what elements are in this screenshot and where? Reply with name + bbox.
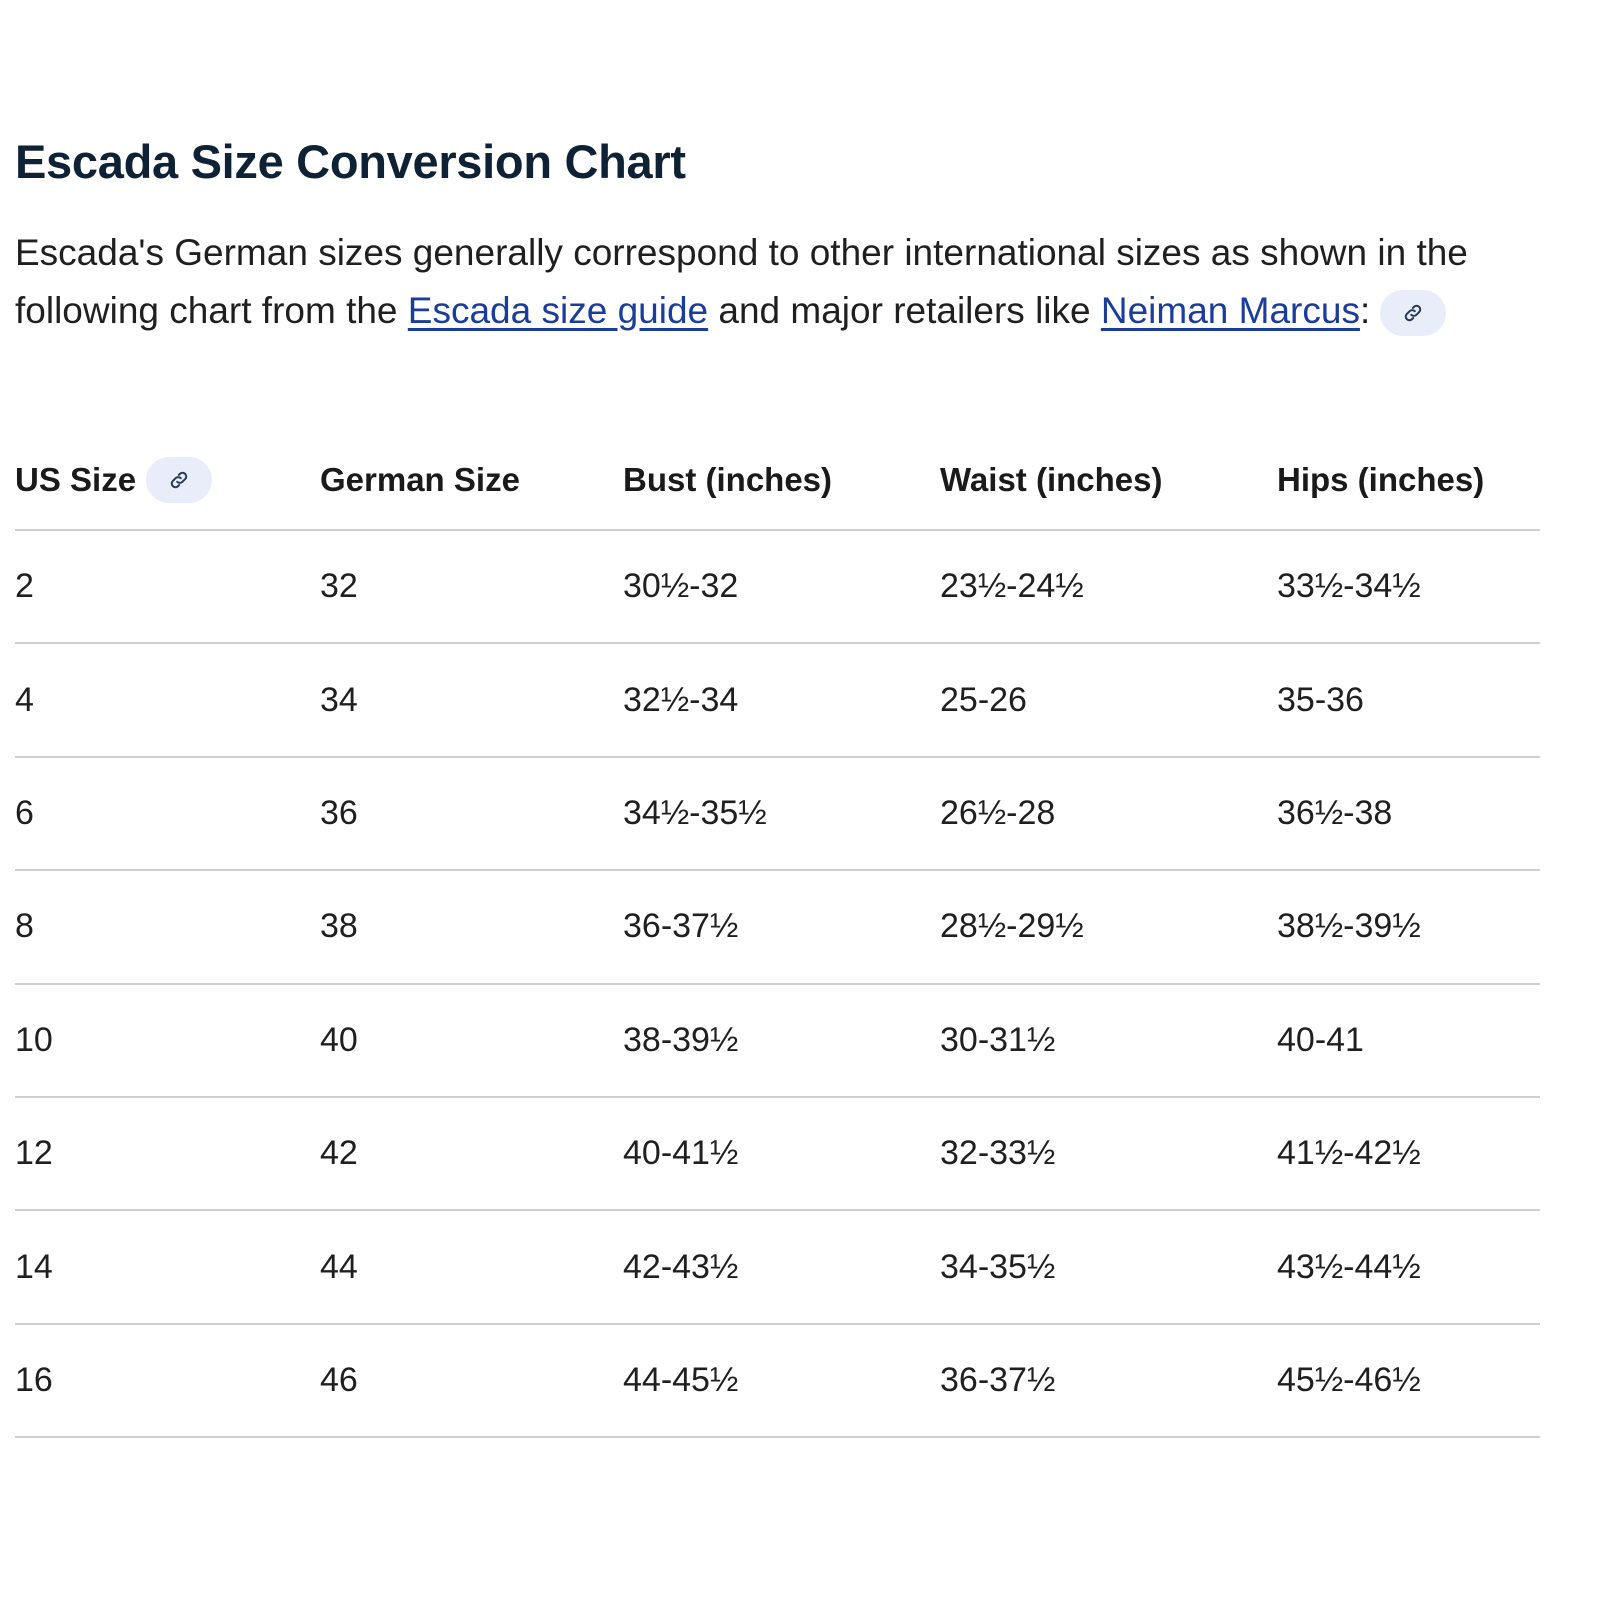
- table-cell: 44-45½: [623, 1360, 739, 1399]
- table-row: 8 38 36-37½ 28½-29½ 38½-39½: [15, 871, 1540, 985]
- table-cell: 41½-42½: [1277, 1134, 1421, 1173]
- title: Escada Size Conversion Chart: [15, 135, 686, 188]
- table-row: 2 32 30½-32 23½-24½ 33½-34½: [15, 531, 1540, 645]
- table-cell: 40-41: [1277, 1020, 1364, 1059]
- table-cell: 34: [320, 680, 358, 719]
- source-chip[interactable]: [1380, 290, 1447, 337]
- table-cell: 36½-38: [1277, 793, 1393, 832]
- table-cell: 34½-35½: [623, 793, 767, 832]
- table-cell: 32-33½: [940, 1134, 1056, 1173]
- table-cell: 40: [320, 1020, 358, 1059]
- header-text: Bust (inches): [623, 460, 833, 498]
- link-icon: [1405, 305, 1422, 322]
- source-chip[interactable]: [146, 456, 213, 503]
- column-header: Hips (inches): [1277, 430, 1484, 529]
- table-cell: 33½-34½: [1277, 567, 1421, 606]
- table-cell: 42-43½: [623, 1247, 739, 1286]
- table-cell: 43½-44½: [1277, 1247, 1421, 1286]
- header-text: German Size: [320, 460, 520, 498]
- table-cell: 26½-28: [940, 793, 1056, 832]
- link[interactable]: Neiman Marcus: [1100, 290, 1360, 331]
- table-cell: 8: [15, 907, 34, 946]
- table-row: 10 40 38-39½ 30-31½ 40-41: [15, 985, 1540, 1098]
- table-cell: 12: [15, 1134, 53, 1173]
- table-cell: 38-39½: [623, 1020, 739, 1059]
- table-row: 16 46 44-45½ 36-37½ 45½-46½: [15, 1325, 1540, 1439]
- header-text: Waist (inches): [940, 460, 1163, 498]
- column-header: German Size: [320, 430, 520, 529]
- table-cell: 38½-39½: [1277, 907, 1421, 946]
- table-cell: 16: [15, 1360, 53, 1399]
- table-cell: 46: [320, 1360, 358, 1399]
- table-cell: 6: [15, 793, 34, 832]
- header-row: US Size German Size Bust (inches) Waist (in…: [15, 430, 1540, 531]
- table-cell: 4: [15, 680, 34, 719]
- table-cell: 45½-46½: [1277, 1360, 1421, 1399]
- table-cell: 40-41½: [623, 1134, 739, 1173]
- table-cell: 36: [320, 793, 358, 832]
- column-header: US Size: [15, 430, 213, 529]
- table-cell: 30½-32: [623, 567, 739, 606]
- table-cell: 30-31½: [940, 1020, 1056, 1059]
- size-table: US Size German Size Bust (inches) Waist (in…: [15, 430, 1540, 1439]
- table-cell: 25-26: [940, 680, 1027, 719]
- intro-paragraph: Escada's German sizes generally correspo…: [15, 224, 1525, 340]
- table-cell: 36-37½: [940, 1360, 1056, 1399]
- table-cell: 38: [320, 907, 358, 946]
- table-cell: 32: [320, 567, 358, 606]
- table-cell: 35-36: [1277, 680, 1364, 719]
- table-cell: 42: [320, 1134, 358, 1173]
- table-cell: 14: [15, 1247, 53, 1286]
- table-row: 4 34 32½-34 25-26 35-36: [15, 644, 1540, 758]
- table-row: 6 36 34½-35½ 26½-28 36½-38: [15, 758, 1540, 872]
- table-cell: 34-35½: [940, 1247, 1056, 1286]
- link-icon: [170, 471, 188, 488]
- text: and major retailers like: [708, 290, 1101, 331]
- table-cell: 28½-29½: [940, 907, 1084, 946]
- table-cell: 36-37½: [623, 907, 739, 946]
- text: :: [1359, 290, 1371, 331]
- table-row: 12 42 40-41½ 32-33½ 41½-42½: [15, 1098, 1540, 1212]
- table-cell: 23½-24½: [940, 567, 1084, 606]
- link[interactable]: Escada size guide: [407, 290, 709, 331]
- column-header: Bust (inches): [623, 430, 832, 529]
- table-cell: 2: [15, 567, 34, 606]
- table-row: 14 44 42-43½ 34-35½ 43½-44½: [15, 1211, 1540, 1325]
- table-cell: 10: [15, 1020, 53, 1059]
- table-cell: 44: [320, 1247, 358, 1286]
- column-header: Waist (inches): [940, 430, 1162, 529]
- header-text: Hips (inches): [1277, 460, 1485, 498]
- text: Escada's German sizes generally correspo…: [15, 232, 1468, 331]
- header-text: US Size: [15, 460, 137, 498]
- table-cell: 32½-34: [623, 680, 739, 719]
